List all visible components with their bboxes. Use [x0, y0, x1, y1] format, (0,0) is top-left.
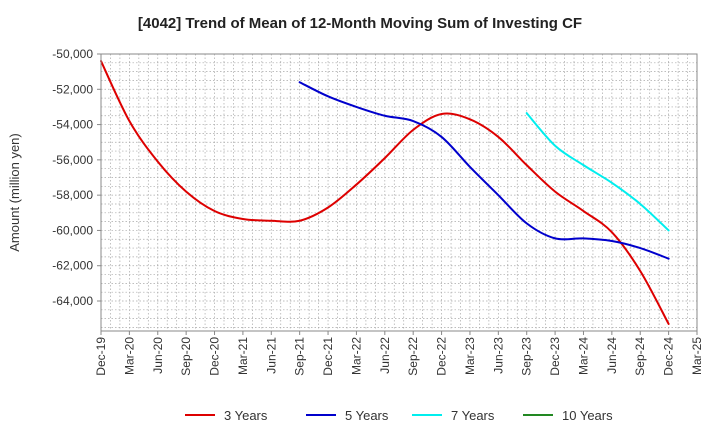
x-tick-label: Sep-23 — [520, 337, 534, 376]
x-tick-label: Dec-24 — [662, 337, 676, 376]
x-tick-label: Dec-22 — [435, 337, 449, 376]
y-tick-label: -54,000 — [52, 118, 93, 132]
x-tick-label: Dec-23 — [548, 337, 562, 376]
x-tick-label: Sep-22 — [406, 337, 420, 376]
series-line-3-years — [100, 60, 670, 325]
x-tick-label: Dec-20 — [208, 337, 222, 376]
y-tick-label: -52,000 — [52, 82, 93, 96]
x-tick-label: Dec-21 — [321, 337, 335, 376]
x-tick-label: Jun-24 — [605, 337, 619, 374]
legend-label-3-years: 3 Years — [224, 408, 268, 423]
y-axis-ticks: -50,000 -52,000 -54,000 -56,000 -58,000 -60,0… — [52, 47, 101, 308]
legend-label-7-years: 7 Years — [451, 408, 495, 423]
legend-label-5-years: 5 Years — [345, 408, 389, 423]
x-tick-label: Dec-19 — [94, 337, 108, 376]
y-tick-label: -62,000 — [52, 259, 93, 273]
legend-label-10-years: 10 Years — [562, 408, 613, 423]
y-tick-label: -58,000 — [52, 188, 93, 202]
series-line-7-years — [525, 112, 670, 232]
x-tick-label: Mar-22 — [349, 337, 363, 375]
grid-lines — [100, 54, 698, 331]
x-tick-label: Jun-20 — [151, 337, 165, 374]
y-tick-label: -50,000 — [52, 47, 93, 61]
y-tick-label: -64,000 — [52, 294, 93, 308]
chart-title: [4042] Trend of Mean of 12-Month Moving … — [138, 15, 582, 32]
x-tick-label: Sep-24 — [633, 337, 647, 376]
x-tick-label: Sep-20 — [179, 337, 193, 376]
x-tick-label: Mar-23 — [463, 337, 477, 375]
y-tick-label: -60,000 — [52, 223, 93, 237]
y-tick-label: -56,000 — [52, 153, 93, 167]
x-tick-label: Jun-23 — [491, 337, 505, 374]
series-line-5-years — [298, 81, 670, 260]
series-lines — [100, 60, 670, 325]
x-tick-label: Mar-25 — [690, 337, 704, 375]
x-tick-label: Mar-24 — [576, 337, 590, 375]
x-tick-label: Jun-21 — [264, 337, 278, 374]
x-tick-label: Sep-21 — [293, 337, 307, 376]
y-axis-title: Amount (million yen) — [7, 133, 22, 252]
x-tick-label: Mar-20 — [122, 337, 136, 375]
plot-frame — [100, 53, 698, 332]
x-axis-ticks: Dec-19 Mar-20 Jun-20 Sep-20 Dec-20 Mar-21 Jun-… — [94, 331, 704, 376]
x-tick-label: Mar-21 — [236, 337, 250, 375]
legend: 3 Years 5 Years 7 Years 10 Years — [185, 408, 613, 423]
x-tick-label: Jun-22 — [378, 337, 392, 374]
